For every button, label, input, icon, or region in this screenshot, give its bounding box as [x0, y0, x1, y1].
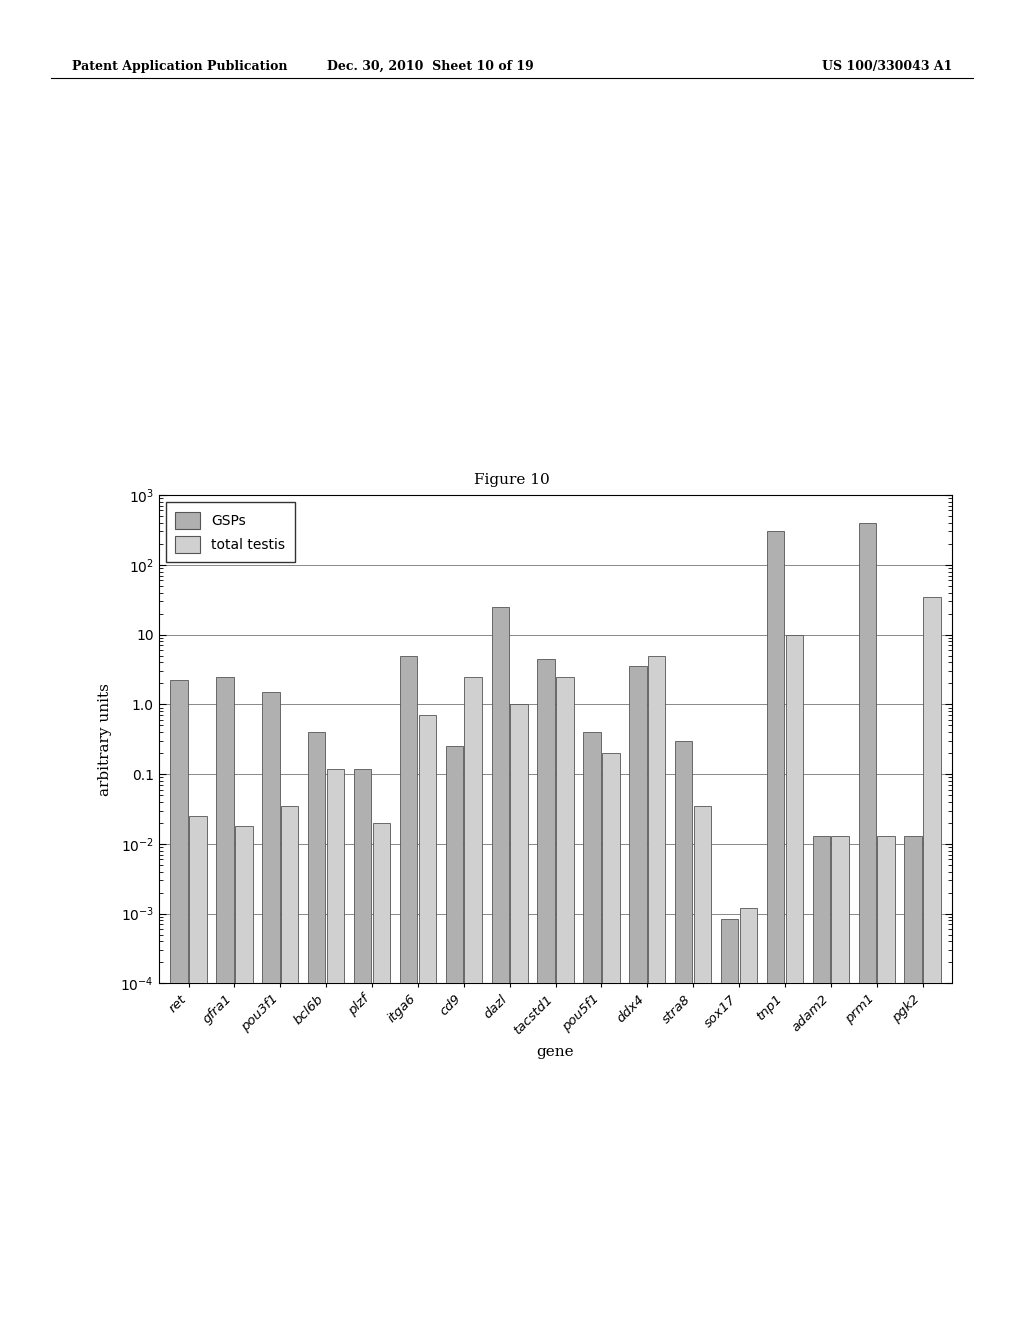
- Bar: [236, 826, 253, 1320]
- Legend: GSPs, total testis: GSPs, total testis: [166, 502, 295, 562]
- Bar: [556, 677, 573, 1320]
- X-axis label: gene: gene: [537, 1045, 574, 1059]
- Bar: [813, 836, 830, 1320]
- Bar: [465, 677, 482, 1320]
- Bar: [262, 692, 280, 1320]
- Bar: [510, 705, 527, 1320]
- Bar: [354, 768, 372, 1320]
- Text: US 100/330043 A1: US 100/330043 A1: [822, 59, 952, 73]
- Bar: [538, 659, 555, 1320]
- Bar: [170, 680, 187, 1320]
- Bar: [189, 816, 207, 1320]
- Bar: [785, 635, 803, 1320]
- Bar: [675, 741, 692, 1320]
- Bar: [419, 715, 436, 1320]
- Bar: [445, 746, 463, 1320]
- Bar: [373, 822, 390, 1320]
- Bar: [831, 836, 849, 1320]
- Bar: [858, 523, 876, 1320]
- Y-axis label: arbitrary units: arbitrary units: [98, 682, 112, 796]
- Bar: [327, 768, 344, 1320]
- Bar: [492, 607, 509, 1320]
- Bar: [739, 908, 757, 1320]
- Text: Figure 10: Figure 10: [474, 473, 550, 487]
- Text: Dec. 30, 2010  Sheet 10 of 19: Dec. 30, 2010 Sheet 10 of 19: [327, 59, 534, 73]
- Bar: [924, 597, 941, 1320]
- Bar: [694, 807, 712, 1320]
- Bar: [281, 807, 298, 1320]
- Bar: [216, 677, 233, 1320]
- Bar: [904, 836, 922, 1320]
- Text: Patent Application Publication: Patent Application Publication: [72, 59, 287, 73]
- Bar: [721, 919, 738, 1320]
- Bar: [308, 733, 326, 1320]
- Bar: [629, 667, 646, 1320]
- Bar: [878, 836, 895, 1320]
- Bar: [648, 656, 666, 1320]
- Bar: [584, 733, 601, 1320]
- Bar: [767, 532, 784, 1320]
- Bar: [399, 656, 417, 1320]
- Bar: [602, 754, 620, 1320]
